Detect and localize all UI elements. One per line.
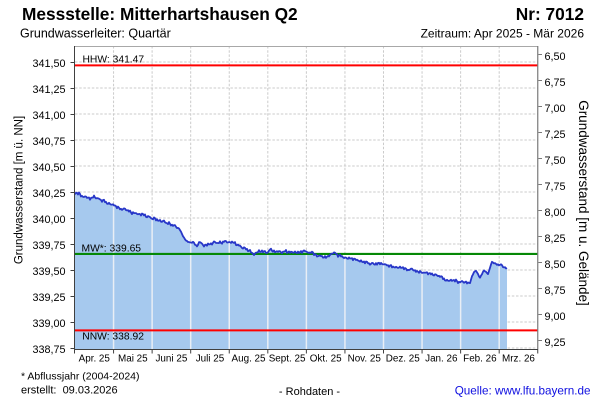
svg-text:339,50: 339,50 [32, 266, 65, 278]
svg-text:340,25: 340,25 [32, 188, 65, 200]
svg-text:7,00: 7,00 [545, 103, 566, 115]
svg-text:Messstelle: Mitterhartshausen: Messstelle: Mitterhartshausen Q2 [22, 4, 298, 24]
svg-text:MW*: 339.65: MW*: 339.65 [82, 244, 142, 255]
svg-text:Grundwasserstand [m ü. NN]: Grundwasserstand [m ü. NN] [14, 116, 26, 264]
svg-text:339,25: 339,25 [32, 292, 65, 304]
svg-text:Grundwasserstand [m u. Gelände: Grundwasserstand [m u. Gelände] [576, 100, 591, 306]
svg-text:Nr: 7012: Nr: 7012 [516, 4, 584, 24]
svg-text:Jan. 26: Jan. 26 [425, 353, 458, 364]
svg-text:- Rohdaten -: - Rohdaten - [279, 386, 340, 398]
svg-text:Nov. 25: Nov. 25 [348, 353, 382, 364]
svg-text:7,50: 7,50 [545, 155, 566, 167]
svg-text:339,00: 339,00 [32, 318, 65, 330]
svg-text:339,75: 339,75 [32, 240, 65, 252]
svg-text:341,25: 341,25 [32, 84, 65, 96]
svg-text:8,50: 8,50 [545, 259, 566, 271]
svg-text:338,75: 338,75 [32, 344, 65, 356]
svg-text:340,75: 340,75 [32, 136, 65, 148]
svg-text:8,25: 8,25 [545, 233, 566, 245]
svg-text:NNW: 338.92: NNW: 338.92 [82, 332, 144, 343]
svg-text:8,00: 8,00 [545, 207, 566, 219]
svg-text:Juni 25: Juni 25 [155, 353, 187, 364]
svg-text:Juli 25: Juli 25 [196, 353, 225, 364]
svg-text:* Abflussjahr (2004-2024): * Abflussjahr (2004-2024) [21, 371, 140, 383]
svg-text:HHW: 341.47: HHW: 341.47 [83, 55, 145, 66]
svg-text:Zeitraum: Apr 2025 - Mär 2026: Zeitraum: Apr 2025 - Mär 2026 [421, 27, 585, 41]
svg-text:7,25: 7,25 [545, 129, 566, 141]
svg-text:6,50: 6,50 [545, 51, 566, 63]
svg-text:Quelle: www.lfu.bayern.de: Quelle: www.lfu.bayern.de [455, 385, 591, 398]
svg-text:Okt. 25: Okt. 25 [310, 353, 342, 364]
svg-text:erstellt: 09.03.2026: erstellt: 09.03.2026 [21, 385, 118, 397]
svg-text:341,50: 341,50 [32, 58, 65, 70]
svg-text:341,00: 341,00 [32, 110, 65, 122]
svg-text:Mrz. 26: Mrz. 26 [502, 353, 535, 364]
svg-text:Aug. 25: Aug. 25 [232, 353, 267, 364]
svg-text:340,00: 340,00 [32, 214, 65, 226]
svg-text:Dez. 25: Dez. 25 [386, 353, 421, 364]
svg-text:7,75: 7,75 [545, 181, 566, 193]
svg-text:Grundwasserleiter: Quartär: Grundwasserleiter: Quartär [20, 27, 171, 41]
svg-text:Sept. 25: Sept. 25 [269, 353, 306, 364]
svg-text:8,75: 8,75 [545, 285, 566, 297]
svg-text:9,25: 9,25 [545, 337, 566, 349]
svg-text:Apr. 25: Apr. 25 [79, 353, 111, 364]
svg-text:Feb. 26: Feb. 26 [463, 353, 497, 364]
svg-text:9,00: 9,00 [545, 311, 566, 323]
svg-text:6,75: 6,75 [545, 77, 566, 89]
svg-text:340,50: 340,50 [32, 162, 65, 174]
svg-text:Mai 25: Mai 25 [118, 353, 148, 364]
